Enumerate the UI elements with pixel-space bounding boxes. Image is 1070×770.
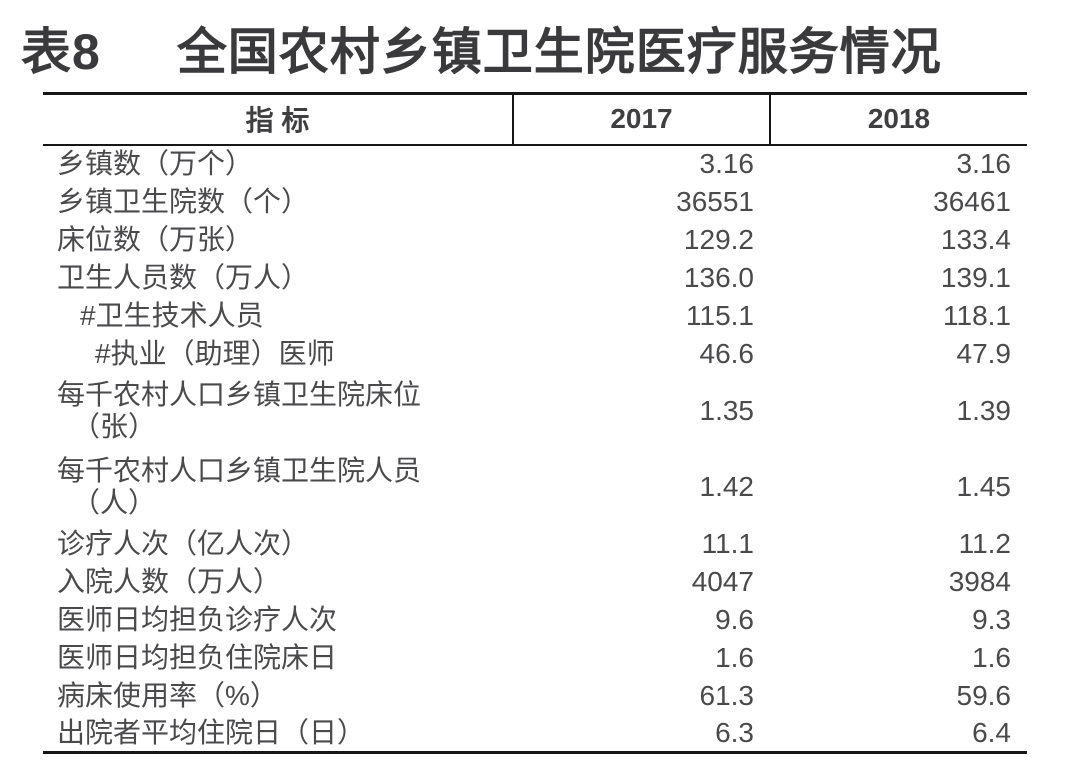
value-2018: 47.9 [956,337,1012,369]
value-2017: 129.2 [683,223,754,255]
table-body: 乡镇数（万个） 3.16 3.16 乡镇卫生院数（个） 36551 36461 床位数（万张… [43,145,1027,753]
row-indicator-label: 医师日均担负诊疗人次 [57,603,338,635]
table-row: #卫生技术人员 115.1 118.1 [43,297,1027,335]
table-row: 出院者平均住院日（日） 6.3 6.4 [43,715,1027,753]
value-2017: 3.16 [699,148,755,180]
value-2017: 9.6 [715,603,754,635]
value-2017: 1.6 [715,641,754,673]
value-2018: 3984 [948,565,1011,597]
table-row: #执业（助理）医师 46.6 47.9 [43,335,1027,373]
stats-table: 指 标 2017 2018 乡镇数（万个） 3.16 3.16 乡镇卫生院数（个） 36… [43,92,1027,754]
table-row: 每千农村人口乡镇卫生院人员 （人） 1.42 1.45 [43,449,1027,525]
table-title-text: 全国农村乡镇卫生院医疗服务情况 [176,24,942,80]
row-indicator-label: 乡镇卫生院数（个） [57,185,310,217]
value-2017: 46.6 [699,337,755,369]
row-indicator-label: 卫生人员数（万人） [57,261,310,293]
row-indicator-label: 诊疗人次（亿人次） [57,527,310,559]
table-row: 每千农村人口乡镇卫生院床位 （张） 1.35 1.39 [43,373,1027,449]
header-row: 指 标 2017 2018 [43,93,1027,146]
value-2017: 1.35 [699,394,755,426]
value-2017: 4047 [691,565,754,597]
row-indicator-label: 床位数（万张） [57,223,254,255]
value-2017: 136.0 [683,261,754,293]
table-header: 指 标 2017 2018 [43,93,1027,146]
table-row: 床位数（万张） 129.2 133.4 [43,221,1027,259]
value-2017: 1.42 [699,470,755,502]
table-row: 病床使用率（%） 61.3 59.6 [43,677,1027,715]
value-2018: 9.3 [972,603,1011,635]
table-row: 诊疗人次（亿人次） 11.1 11.2 [43,525,1027,563]
table-row: 医师日均担负诊疗人次 9.6 9.3 [43,601,1027,639]
value-2017: 11.1 [701,527,754,559]
table-row: 医师日均担负住院床日 1.6 1.6 [43,639,1027,677]
row-label-line1: 每千农村人口乡镇卫生院床位 [57,379,422,411]
table-row: 入院人数（万人） 4047 3984 [43,563,1027,601]
table-row: 乡镇卫生院数（个） 36551 36461 [43,183,1027,221]
row-indicator-label: 每千农村人口乡镇卫生院床位 （张） [43,373,513,449]
col-header-2017: 2017 [512,93,770,146]
row-indicator-label: 乡镇数（万个） [57,148,254,180]
value-2017: 61.3 [699,679,755,711]
value-2017: 36551 [676,185,754,217]
row-label-line2: （张） [72,410,157,442]
value-2017: 6.3 [715,717,754,749]
row-indicator-label: 病床使用率（%） [57,679,278,711]
col-header-2018: 2018 [769,93,1027,146]
row-indicator-label: 医师日均担负住院床日 [57,641,338,673]
table-number: 表8 [21,24,101,80]
page-title: 表8 全国农村乡镇卫生院医疗服务情况 [21,12,942,84]
row-label-line1: 每千农村人口乡镇卫生院人员 [57,455,422,487]
value-2018: 1.6 [972,641,1011,673]
value-2018: 3.16 [956,148,1012,180]
value-2018: 6.4 [972,717,1011,749]
value-2018: 133.4 [940,223,1011,255]
value-2018: 59.6 [956,679,1012,711]
value-2017: 115.1 [686,299,754,331]
value-2018: 11.2 [958,527,1011,559]
row-indicator-label: #卫生技术人员 [80,299,264,331]
value-2018: 36461 [933,185,1011,217]
value-2018: 1.45 [956,470,1012,502]
value-2018: 1.39 [956,394,1012,426]
row-indicator-label: 每千农村人口乡镇卫生院人员 （人） [43,449,513,525]
row-indicator-label: 入院人数（万人） [57,565,282,597]
col-header-indicator: 指 标 [43,93,513,146]
row-label-line2: （人） [72,486,157,518]
row-indicator-label: 出院者平均住院日（日） [57,717,366,749]
row-indicator-label: #执业（助理）医师 [95,337,335,369]
value-2018: 118.1 [943,299,1011,331]
table-row: 乡镇数（万个） 3.16 3.16 [43,145,1027,183]
value-2018: 139.1 [940,261,1011,293]
table-row: 卫生人员数（万人） 136.0 139.1 [43,259,1027,297]
